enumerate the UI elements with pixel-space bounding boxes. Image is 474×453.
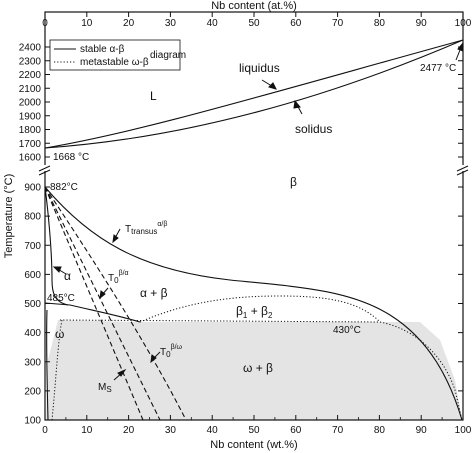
miscibility-temp-label: 430°C — [333, 325, 361, 336]
top-axis-ticks: 0 10 20 30 40 50 60 70 80 90 100 — [42, 12, 472, 29]
omega-solvus-curve — [46, 309, 49, 421]
bottom-tick-label: 10 — [81, 425, 93, 436]
beta-transus-curve — [44, 186, 463, 421]
t0-beta-omega-line — [44, 186, 187, 421]
liquidus-label: liquidus — [239, 61, 280, 75]
bottom-tick-label: 0 — [42, 425, 48, 436]
bottom-tick-label: 100 — [455, 425, 472, 436]
beta1-beta2-label: β1 + β2 — [236, 304, 273, 320]
bottom-tick-label: 70 — [332, 425, 344, 436]
bottom-tick-label: 20 — [123, 425, 135, 436]
y-tick-label: 800 — [24, 212, 41, 223]
top-tick-label: 80 — [374, 18, 386, 29]
y-tick-label: 700 — [24, 241, 41, 252]
right-axis-ticks — [458, 46, 463, 421]
solidus-label: solidus — [295, 122, 332, 136]
top-tick-label: 70 — [332, 18, 344, 29]
axis-break — [38, 165, 469, 176]
solidus-curve — [44, 39, 464, 149]
t0-alpha-label: T0β/α — [108, 270, 129, 285]
top-tick-label: 100 — [455, 18, 472, 29]
annotation-arrows — [52, 41, 464, 381]
y-tick-label: 900 — [24, 183, 41, 194]
y-tick-label: 2200 — [19, 70, 42, 81]
omega-beta-label: ω + β — [243, 361, 273, 375]
bottom-tick-label: 80 — [374, 425, 386, 436]
top-tick-label: 20 — [123, 18, 135, 29]
bottom-tick-label: 30 — [165, 425, 177, 436]
top-tick-label: 0 — [42, 18, 48, 29]
top-tick-label: 90 — [416, 18, 428, 29]
omega-beta-boundary — [51, 319, 463, 421]
ms-label: MS — [98, 382, 112, 394]
top-tick-label: 60 — [290, 18, 302, 29]
ti-melting-label: 1668 °C — [53, 152, 89, 163]
top-axis-title: Nb content (at.%) — [211, 0, 297, 12]
bottom-tick-label: 90 — [416, 425, 428, 436]
ti-transus-label: 882°C — [50, 182, 78, 193]
y-tick-label: 1800 — [19, 125, 42, 136]
y-axis-ticks: 1600 1700 1800 1900 2000 2100 2200 2300 2400 100 2… — [19, 43, 50, 427]
y-tick-label: 400 — [24, 328, 41, 339]
nb-melting-label: 2477 °C — [420, 63, 456, 74]
miscibility-isotherm — [59, 319, 381, 323]
legend-suffix: diagram — [150, 50, 186, 61]
y-tick-label: 1700 — [19, 139, 42, 150]
bottom-tick-label: 60 — [290, 425, 302, 436]
bottom-tick-label: 40 — [207, 425, 219, 436]
legend-box — [49, 39, 181, 71]
y-axis-title: Temperature (°C) — [3, 174, 15, 258]
y-tick-label: 2400 — [19, 43, 42, 54]
ttransus-label: Ttransusα/β — [125, 221, 167, 236]
y-tick-label: 2100 — [19, 84, 42, 95]
y-tick-label: 600 — [24, 270, 41, 281]
y-tick-label: 1900 — [19, 111, 42, 122]
top-tick-label: 10 — [81, 18, 93, 29]
y-tick-label: 100 — [24, 416, 41, 427]
eutectoid-temp-label: 485°C — [47, 293, 75, 304]
y-tick-label: 2000 — [19, 98, 42, 109]
alpha-label: α — [64, 269, 71, 283]
bottom-tick-label: 50 — [248, 425, 260, 436]
alpha-beta-label: α + β — [140, 286, 168, 300]
bottom-axis-ticks: 0 10 20 30 40 50 60 70 80 90 100 — [42, 415, 472, 436]
omega-label: ω — [55, 327, 64, 341]
y-tick-label: 500 — [24, 299, 41, 310]
t0-beta-alpha-line — [44, 186, 161, 421]
y-tick-label: 200 — [24, 386, 41, 397]
bottom-axis-title: Nb content (wt.%) — [210, 439, 297, 451]
legend: stable α-β metastable ω-β diagram — [49, 39, 186, 71]
ms-line — [44, 186, 144, 421]
y-tick-label: 1600 — [19, 153, 42, 164]
liquid-label: L — [150, 89, 157, 103]
y-tick-label: 300 — [24, 357, 41, 368]
alpha-solvus-curve — [44, 186, 69, 306]
eutectoid-line — [44, 302, 141, 323]
t0-omega-label: T0β/ω — [160, 344, 183, 359]
liquidus-curve — [44, 39, 464, 149]
y-tick-label: 2300 — [19, 56, 42, 67]
top-tick-label: 40 — [207, 18, 219, 29]
legend-solid-label: stable α-β — [80, 44, 125, 55]
top-tick-label: 30 — [165, 18, 177, 29]
omega-beta-shaded-region — [46, 320, 462, 420]
top-tick-label: 50 — [248, 18, 260, 29]
beta-label: β — [290, 175, 297, 189]
legend-dotted-label: metastable ω-β — [80, 57, 149, 68]
